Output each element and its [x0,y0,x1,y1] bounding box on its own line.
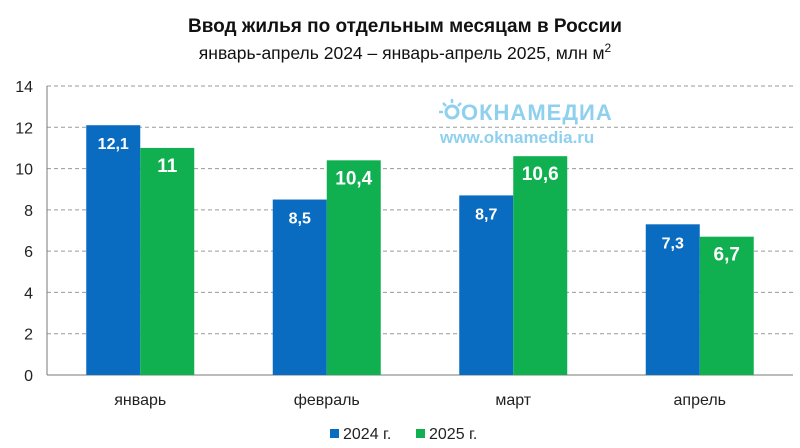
data-label: 6,7 [714,245,740,266]
data-label: 8,7 [475,206,497,223]
bar-апрель-2025 г. [699,236,754,375]
y-tick-label: 6 [24,244,33,261]
bar-январь-2025 г. [140,147,195,375]
chart-title: Ввод жилья по отдельным месяцам в России [188,16,622,37]
bar-январь-2024 г. [86,125,141,375]
y-tick-label: 14 [15,79,33,96]
x-tick-label: апрель [674,392,727,409]
x-tick-label: январь [114,392,166,409]
bars [86,125,754,375]
data-label: 10,6 [522,164,559,185]
data-label: 7,3 [662,235,684,252]
chart-subtitle: январь-апрель 2024 – январь-апрель 2025,… [199,41,612,63]
sun-logo-icon [439,99,462,120]
data-label: 10,4 [335,168,372,189]
bar-март-2024 г. [459,195,514,375]
y-tick-label: 8 [24,203,33,220]
watermark-url: www.oknamedia.ru [439,128,594,147]
y-tick-label: 10 [15,162,33,179]
data-label: 11 [157,156,178,177]
data-labels: 12,1 11 8,5 10,4 8,7 10,6 7,3 6,7 [98,136,740,265]
bar-февраль-2025 г. [326,160,381,375]
watermark-brand-suffix: МЕДИА [527,100,612,125]
y-tick-label: 2 [24,327,33,344]
bar-апрель-2024 г. [645,224,700,375]
legend-swatch [330,429,339,438]
data-label: 12,1 [98,136,129,153]
x-tick-label: февраль [294,392,360,409]
y-tick-label: 12 [15,120,33,137]
chart-subtitle-superscript: 2 [605,41,612,55]
y-tick-label: 4 [24,285,33,302]
legend-swatch [416,429,425,438]
watermark: ОКНАМЕДИА www.oknamedia.ru [439,99,613,147]
chart-subtitle-text: январь-апрель 2024 – январь-апрель 2025,… [199,43,605,63]
watermark-brand: ОКНАМЕДИА [461,100,613,125]
bar-февраль-2024 г. [272,199,327,375]
x-tick-label: март [495,392,531,409]
watermark-brand-prefix: ОКНА [461,100,527,125]
data-label: 8,5 [289,211,311,228]
y-tick-label: 0 [24,368,33,385]
legend-label: 2024 г. [343,426,391,443]
legend: 2024 г. 2025 г. [330,426,477,443]
legend-label: 2025 г. [429,426,477,443]
bar-март-2025 г. [513,156,568,375]
gridlines [47,85,793,335]
